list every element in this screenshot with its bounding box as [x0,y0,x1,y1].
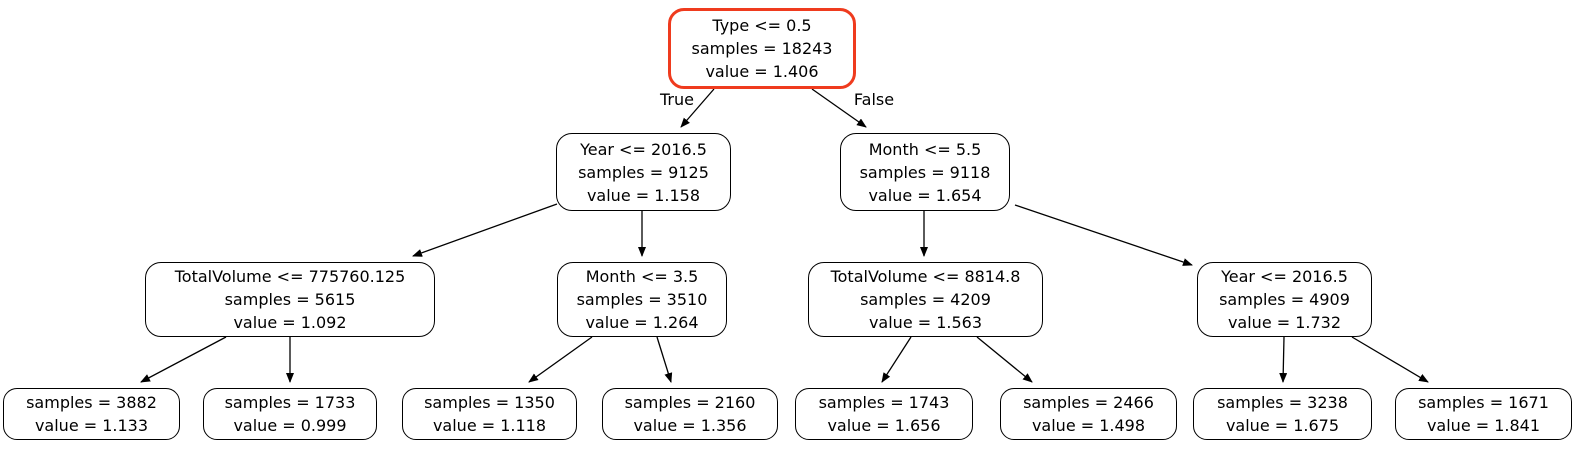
tree-leaf-3: samples = 1350 value = 1.118 [402,388,577,440]
edge-label-true: True [660,90,694,109]
tree-node-year-left: Year <= 2016.5 samples = 9125 value = 1.… [556,133,731,211]
node-value: value = 1.654 [868,185,982,205]
node-value: value = 1.133 [34,416,149,435]
tree-node-totalvolume-far-left: TotalVolume <= 775760.125 samples = 5615… [145,262,435,337]
node-samples: samples = 4909 [1219,290,1350,309]
edge-l3d-leaf8 [1351,336,1429,383]
node-split-condition: Month <= 3.5 [585,267,699,286]
node-samples: samples = 4209 [860,290,991,309]
node-value: value = 1.498 [1031,416,1146,435]
node-samples: samples = 5615 [224,290,356,309]
node-samples: samples = 1743 [818,393,950,412]
node-samples: samples = 18243 [691,39,833,58]
node-value: value = 1.356 [633,416,747,435]
node-samples: samples = 1671 [1418,393,1549,412]
tree-leaf-6: samples = 2466 value = 1.498 [1000,388,1177,440]
edge-l3b-leaf3 [528,336,593,383]
tree-leaf-2: samples = 1733 value = 0.999 [203,388,377,440]
node-samples: samples = 1350 [424,393,555,412]
node-samples: samples = 2160 [624,393,756,412]
node-samples: samples = 9118 [859,162,991,182]
node-split-condition: Year <= 2016.5 [1221,267,1348,286]
tree-node-month-right: Month <= 5.5 samples = 9118 value = 1.65… [840,133,1010,211]
edge-l3b-leaf4 [656,336,673,383]
node-value: value = 1.841 [1426,416,1541,435]
node-value: value = 1.092 [233,313,347,332]
edge-label-false: False [853,90,895,109]
node-value: value = 1.732 [1227,313,1342,332]
node-value: value = 0.999 [233,416,347,435]
tree-node-root: Type <= 0.5 samples = 18243 value = 1.40… [668,8,856,89]
node-split-condition: TotalVolume <= 775760.125 [174,267,406,286]
node-value: value = 1.118 [432,416,547,435]
edge-l3c-leaf6 [976,336,1033,383]
tree-node-totalvolume-mid-right: TotalVolume <= 8814.8 samples = 4209 val… [808,262,1043,337]
node-split-condition: TotalVolume <= 8814.8 [830,267,1021,286]
node-value: value = 1.406 [705,62,819,81]
edge-l3d-leaf7 [1279,336,1288,383]
edge-root-false [811,88,867,128]
node-samples: samples = 3510 [576,290,708,309]
tree-node-year-far-right: Year <= 2016.5 samples = 4909 value = 1.… [1197,262,1372,337]
node-value: value = 1.158 [586,185,701,205]
node-split-condition: Type <= 0.5 [712,16,812,35]
tree-leaf-8: samples = 1671 value = 1.841 [1395,388,1572,440]
node-value: value = 1.563 [868,313,983,332]
node-split-condition: Month <= 5.5 [868,139,982,159]
tree-node-month-mid-left: Month <= 3.5 samples = 3510 value = 1.26… [557,262,727,337]
tree-leaf-7: samples = 3238 value = 1.675 [1193,388,1372,440]
tree-leaf-1: samples = 3882 value = 1.133 [3,388,180,440]
edge-root-true [680,88,715,128]
edge-month-right-r [1014,204,1193,266]
node-split-condition: Year <= 2016.5 [580,139,707,159]
node-value: value = 1.656 [827,416,941,435]
edge-year-left-l [412,203,558,257]
node-value: value = 1.675 [1225,416,1340,435]
node-value: value = 1.264 [585,313,699,332]
node-samples: samples = 3882 [26,393,157,412]
node-samples: samples = 9125 [578,162,709,182]
edge-l3c-leaf5 [881,336,912,383]
node-samples: samples = 2466 [1023,393,1154,412]
node-samples: samples = 1733 [224,393,356,412]
node-samples: samples = 3238 [1217,393,1348,412]
tree-leaf-5: samples = 1743 value = 1.656 [795,388,973,440]
tree-leaf-4: samples = 2160 value = 1.356 [602,388,778,440]
edge-l3a-leaf1 [140,336,227,383]
